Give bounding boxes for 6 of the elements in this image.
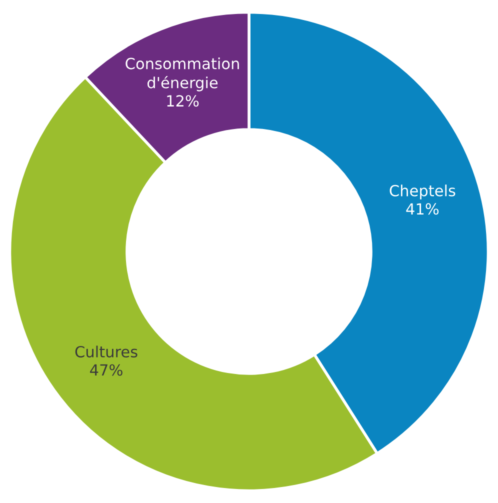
slice-label: Cultures	[75, 346, 138, 358]
slice-label: Consommation d'énergie	[126, 58, 239, 92]
data-label: 41%	[406, 203, 439, 215]
data-label: 12%	[167, 95, 199, 107]
slice-label: Cheptels	[390, 184, 456, 200]
data-label: 47%	[90, 364, 122, 376]
